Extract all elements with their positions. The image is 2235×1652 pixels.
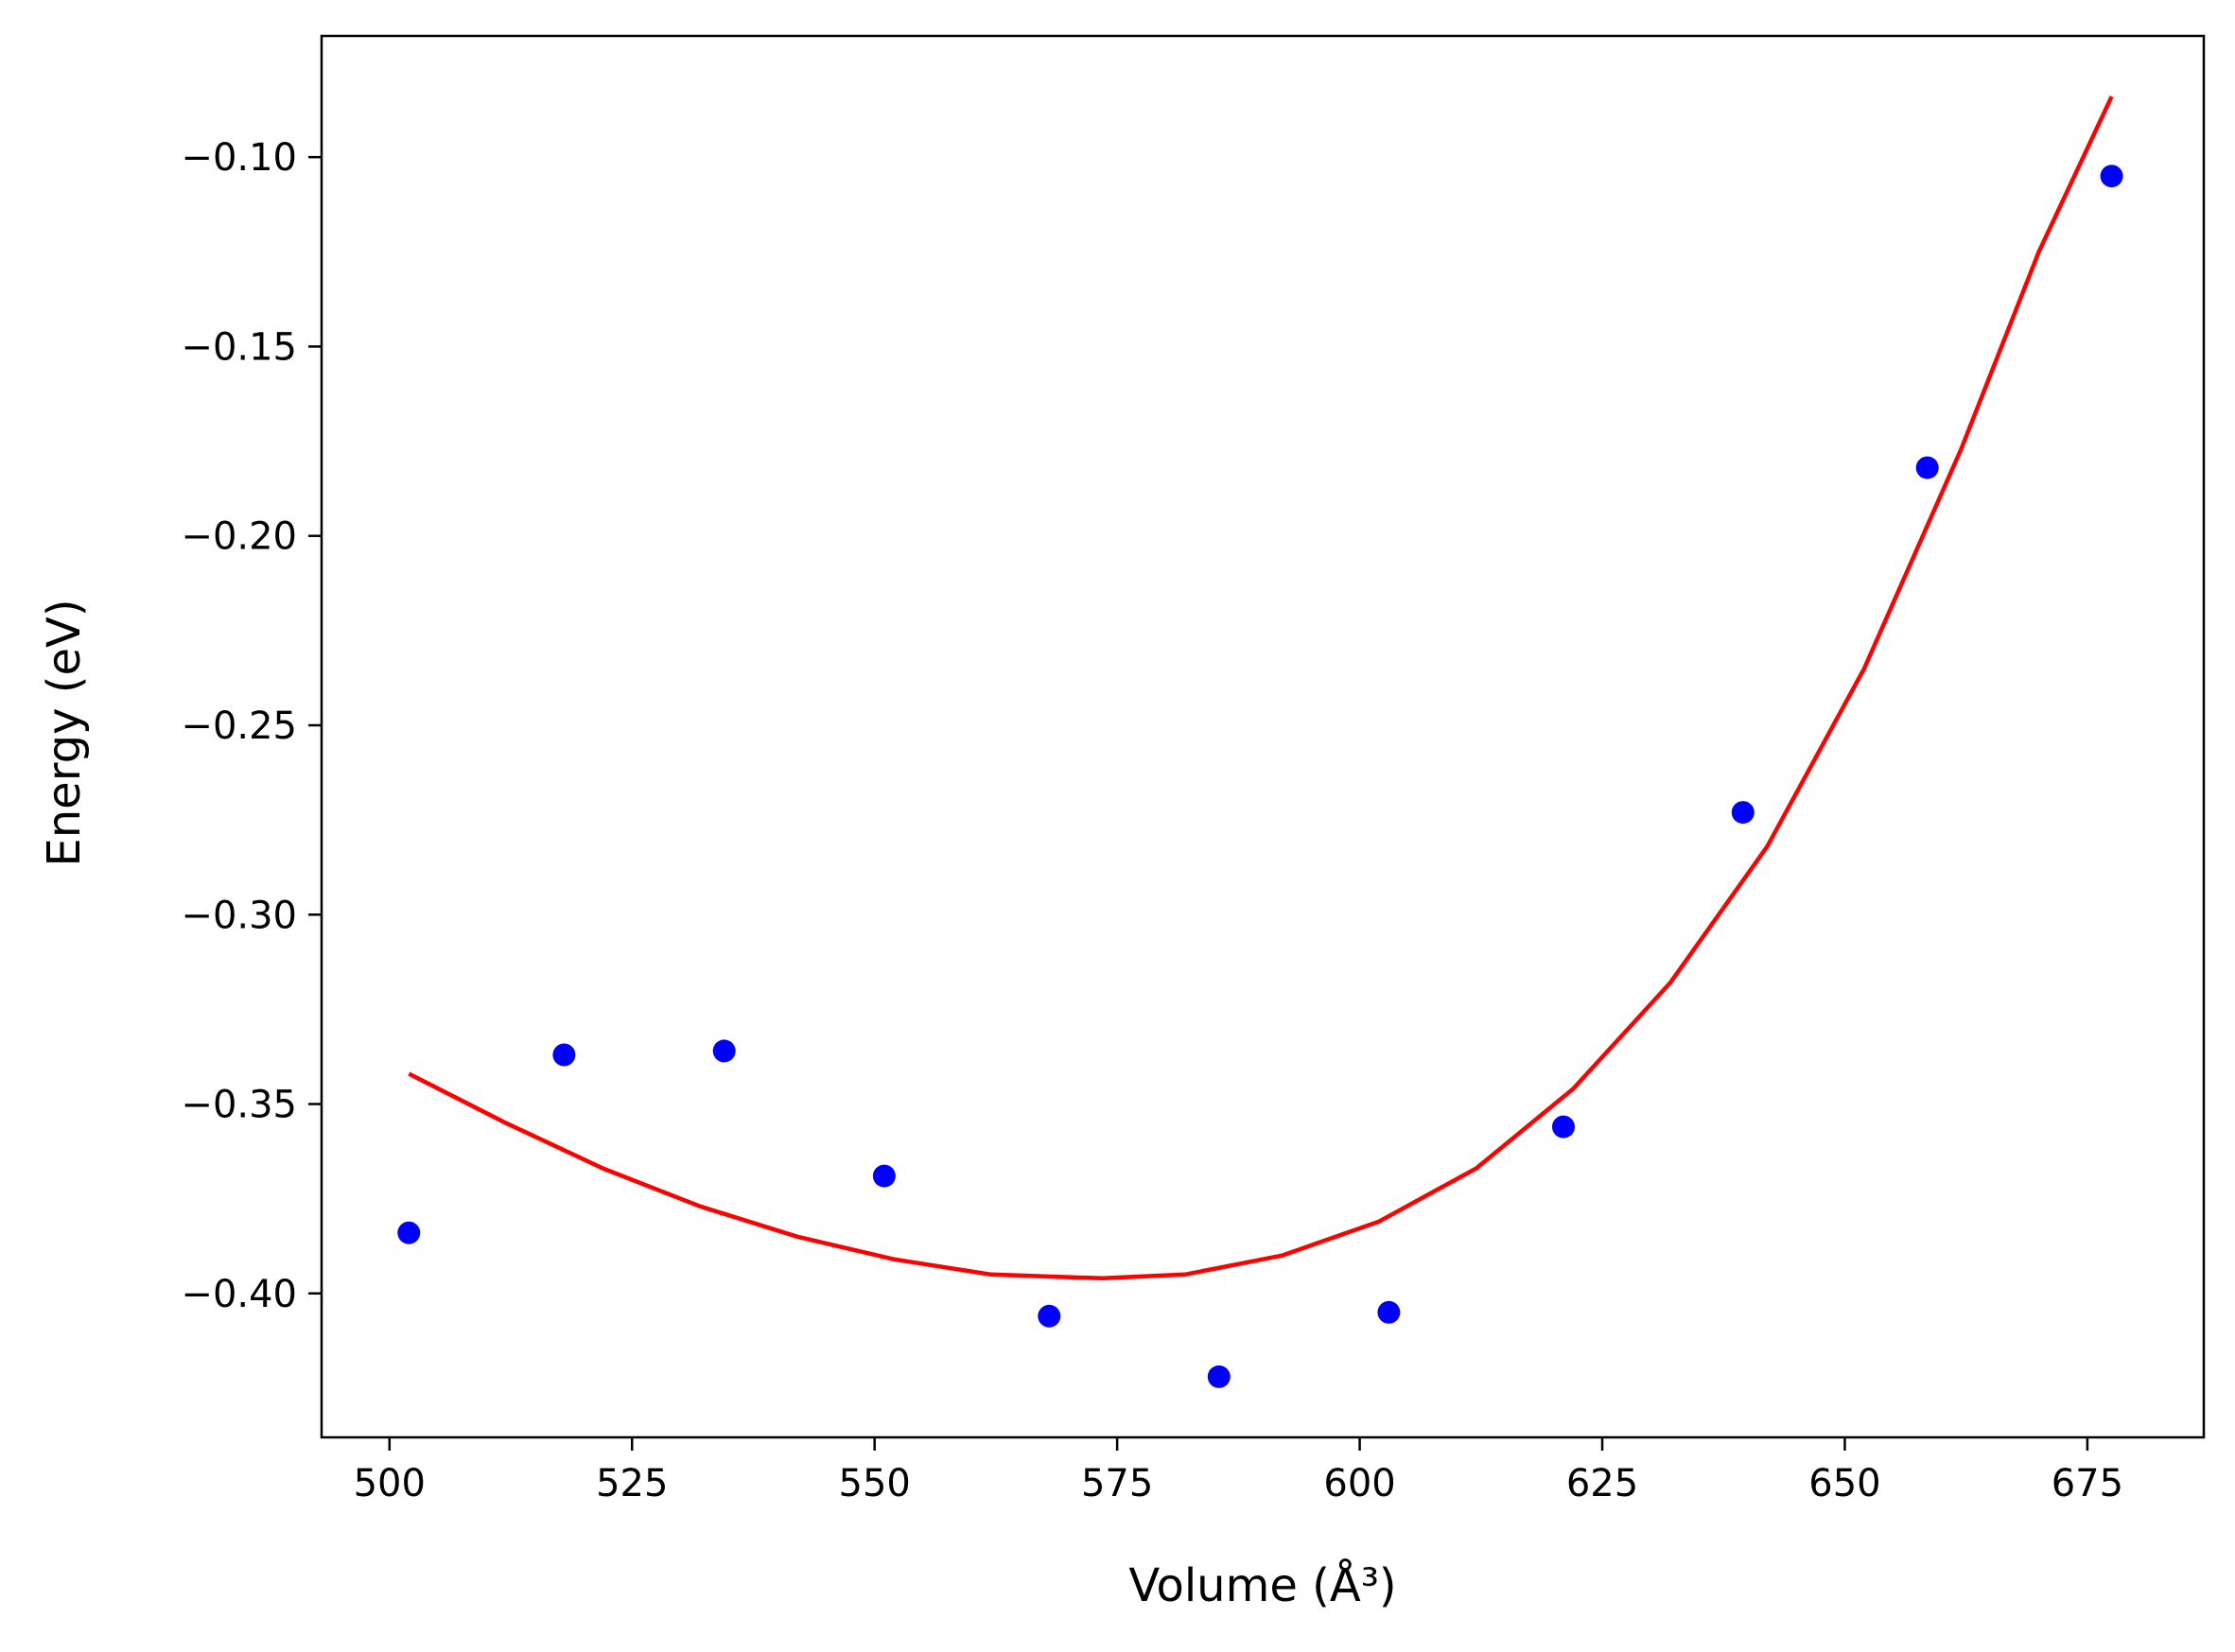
y-tick-label: −0.10 — [181, 136, 297, 180]
data-point — [1552, 1115, 1575, 1139]
axes-frame — [320, 34, 2206, 1439]
data-point — [1915, 456, 1939, 479]
y-tick-label: −0.15 — [181, 325, 297, 369]
x-tick-label: 625 — [1566, 1462, 1638, 1505]
data-point — [1377, 1300, 1401, 1324]
data-point — [2100, 165, 2123, 188]
axes-group: 500 525 550 575 600 625 650 675 −0.10 −0.15 −0.20 −… — [181, 34, 2206, 1505]
x-axis-label: Volume (Å³) — [1128, 1558, 1396, 1612]
fit-curve-line — [408, 96, 2114, 1281]
data-point — [1038, 1304, 1061, 1328]
plot-content — [397, 96, 2123, 1388]
x-tick-label: 525 — [596, 1462, 668, 1505]
y-tick-label: −0.35 — [181, 1084, 297, 1127]
x-tick-label: 500 — [354, 1462, 426, 1505]
x-tick-label: 650 — [1808, 1462, 1880, 1505]
y-axis-label: Energy (eV) — [38, 599, 91, 866]
y-tick-label: −0.20 — [181, 515, 297, 559]
data-point — [872, 1164, 896, 1188]
data-point — [397, 1221, 421, 1244]
data-point — [552, 1043, 576, 1067]
y-tick-label: −0.30 — [181, 894, 297, 937]
data-point — [1207, 1365, 1231, 1388]
x-tick-label: 600 — [1323, 1462, 1395, 1505]
data-point — [1731, 801, 1755, 825]
x-tick-label: 675 — [2052, 1462, 2123, 1505]
x-tick-label: 550 — [839, 1462, 911, 1505]
y-tick-label: −0.40 — [181, 1273, 297, 1316]
data-point — [712, 1039, 736, 1063]
y-tick-label: −0.25 — [181, 704, 297, 748]
x-tick-label: 575 — [1081, 1462, 1153, 1505]
